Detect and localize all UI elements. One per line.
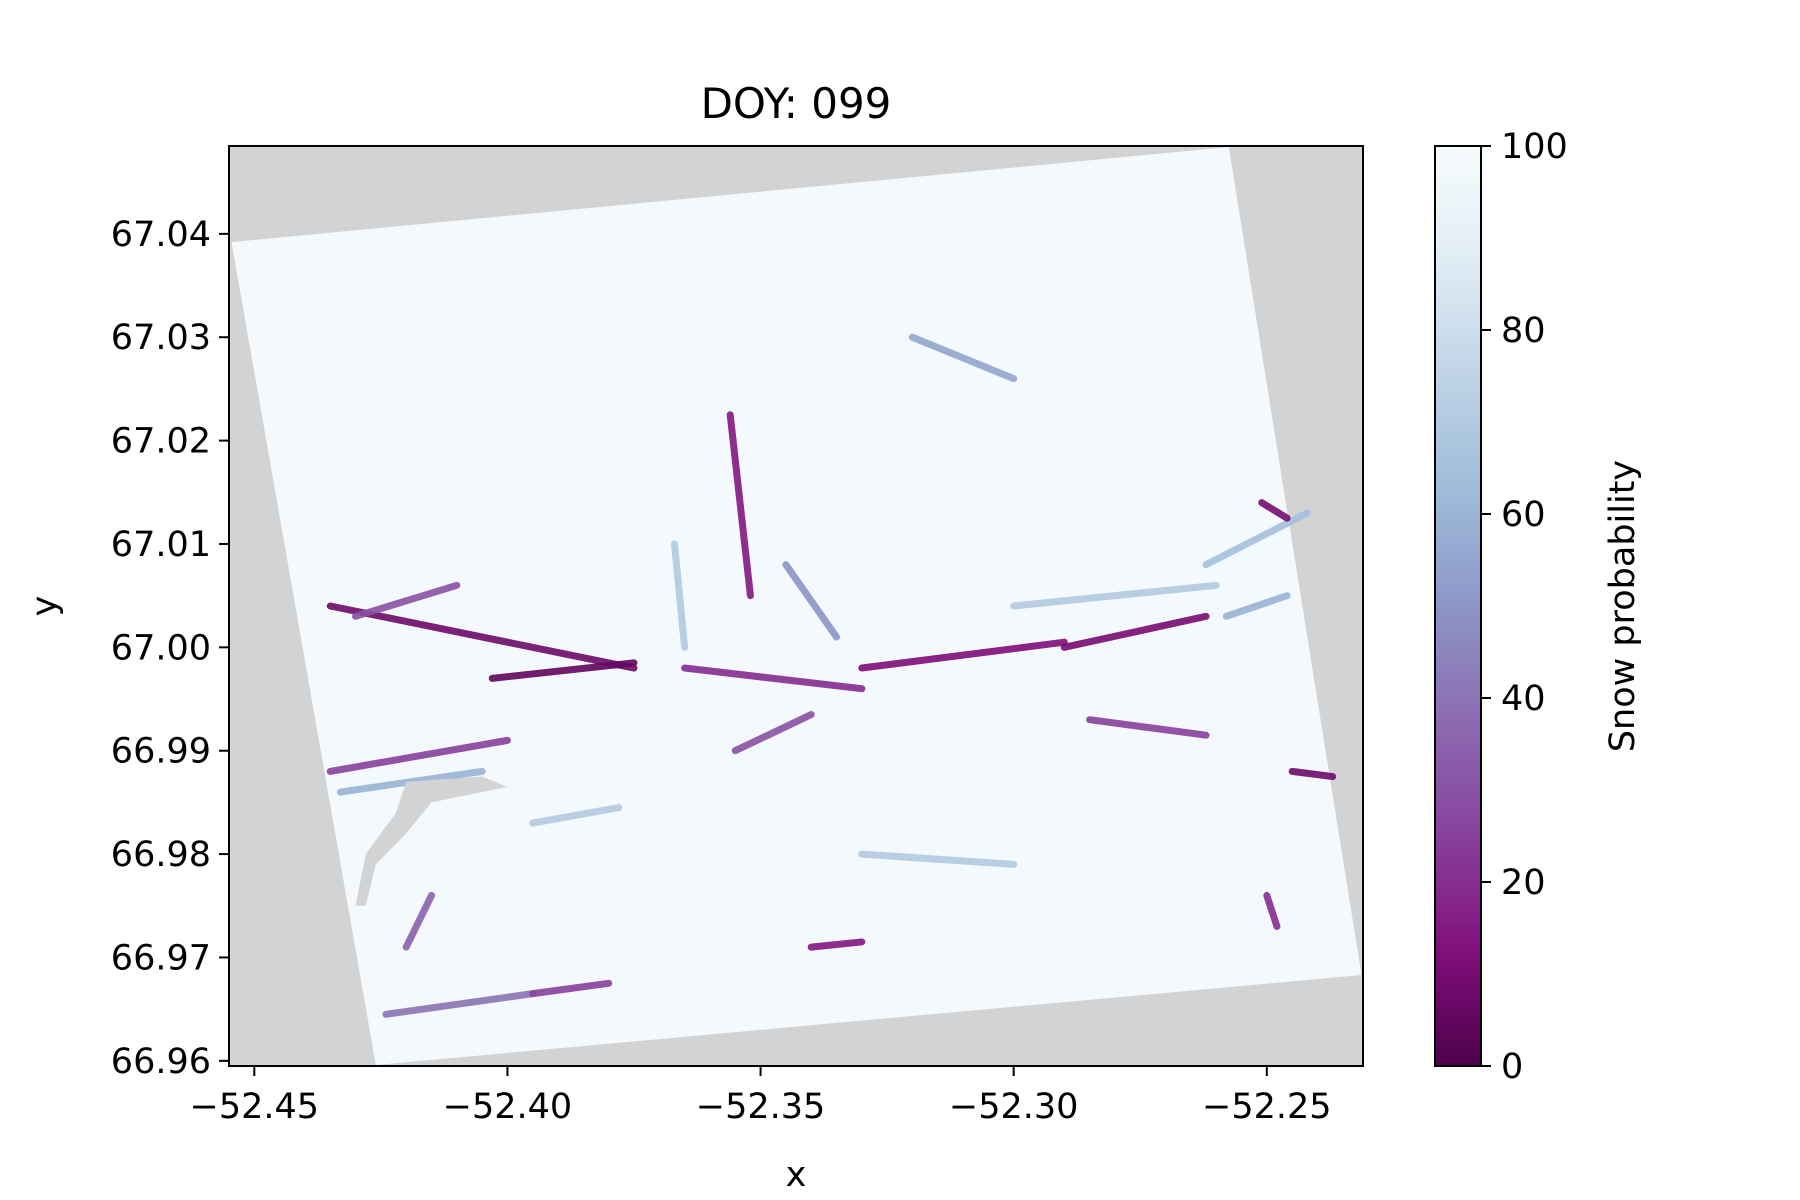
- snow-feature-6: [858, 638, 1068, 672]
- colorbar: 0 20 40 60 80 100 Snow probability: [1434, 127, 1643, 1087]
- colorbar-gradient: [1435, 146, 1481, 1066]
- colorbar-tick-label: 40: [1501, 679, 1546, 719]
- snow-feature-3: [326, 736, 511, 775]
- y-tick-label: 67.04: [111, 215, 211, 255]
- snow-feature-5: [681, 664, 866, 693]
- snow-feature-2: [488, 659, 638, 682]
- y-tick-label: 66.98: [111, 835, 211, 875]
- snow-feature-23: [858, 850, 1018, 868]
- snow-feature-21: [807, 938, 866, 951]
- y-tick-label: 67.01: [111, 525, 211, 565]
- colorbar-tick-label: 0: [1501, 1047, 1523, 1087]
- snow-feature-7: [1060, 612, 1210, 651]
- snow-feature-12: [671, 540, 689, 651]
- snow-feature-16: [1258, 499, 1291, 522]
- x-axis-label: x: [786, 1155, 807, 1195]
- colorbar-ticks: 0 20 40 60 80 100: [1481, 127, 1568, 1087]
- y-axis-label: y: [25, 596, 65, 617]
- snow-feature-0: [326, 602, 638, 672]
- colorbar-label: Snow probability: [1603, 460, 1643, 752]
- y-tick-label: 67.03: [111, 318, 211, 358]
- snow-feature-9: [731, 711, 815, 755]
- colorbar-tick-label: 60: [1501, 495, 1546, 535]
- colorbar-frame: [1434, 145, 1482, 1067]
- y-tick-label: 67.02: [111, 422, 211, 462]
- x-tick-label: −52.45: [190, 1087, 320, 1127]
- image-footprint: [231, 147, 1362, 1065]
- y-tick-label: 66.97: [111, 938, 211, 978]
- nodata-patch: [355, 776, 508, 906]
- x-tick-label: −52.40: [443, 1087, 573, 1127]
- snow-feature-17: [1222, 592, 1291, 620]
- y-tick-label: 66.96: [111, 1042, 211, 1082]
- snow-features-layer: [326, 333, 1337, 1018]
- y-tick-label: 67.00: [111, 628, 211, 668]
- snow-feature-24: [1263, 891, 1281, 930]
- x-tick-label: −52.30: [949, 1087, 1079, 1127]
- snow-feature-25: [529, 804, 623, 827]
- plot-area: [228, 145, 1364, 1067]
- plot-frame: [228, 145, 1364, 1067]
- snow-feature-1: [352, 581, 461, 620]
- x-axis: −52.45 −52.40 −52.35 −52.30 −52.25: [190, 1066, 1332, 1127]
- snow-feature-15: [1202, 509, 1311, 569]
- colorbar-tick-label: 80: [1501, 311, 1546, 351]
- colorbar-tick-label: 100: [1501, 127, 1568, 167]
- snow-feature-20: [529, 979, 613, 998]
- snow-feature-18: [1288, 767, 1337, 781]
- snow-feature-19: [382, 990, 537, 1018]
- y-axis: 66.96 66.97 66.98 66.99 67.00 67.01 67.02 67.03…: [111, 215, 229, 1082]
- chart-title: DOY: 099: [701, 79, 892, 128]
- snow-feature-10: [726, 411, 754, 600]
- snow-feature-22: [402, 891, 435, 951]
- snow-feature-13: [908, 333, 1018, 383]
- x-tick-label: −52.25: [1202, 1087, 1332, 1127]
- snow-feature-14: [1010, 581, 1220, 610]
- colorbar-tick-label: 20: [1501, 863, 1546, 903]
- snow-feature-8: [1086, 716, 1210, 739]
- y-tick-label: 66.99: [111, 732, 211, 772]
- snow-feature-11: [782, 561, 840, 641]
- x-tick-label: −52.35: [696, 1087, 826, 1127]
